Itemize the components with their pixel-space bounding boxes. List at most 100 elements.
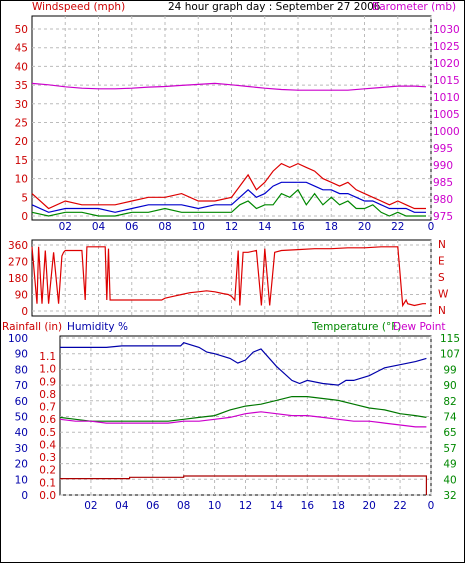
rainfall-y-tick-label: 0.7	[39, 402, 56, 414]
humidity-y-tick-label: 20	[15, 459, 28, 471]
barometer-y-tick-label: 1025	[433, 41, 460, 53]
wind-y-tick-label: 15	[15, 155, 28, 167]
direction-y-tick-label: 270	[8, 257, 28, 269]
wind-x-tick-label: 06	[125, 221, 139, 233]
dewpoint-axis-title: Dew Point	[393, 321, 446, 333]
temperature-y-tick-label: 99	[443, 364, 456, 376]
dewpoint-line	[59, 411, 427, 428]
rainfall-y-tick-label: 0.5	[39, 427, 56, 439]
climate-x-tick-label: 14	[270, 500, 284, 512]
climate-x-tick-label: 0	[428, 500, 435, 512]
wind-gust-line	[31, 162, 426, 210]
humidity-y-tick-label: 60	[15, 396, 28, 408]
direction-y-tick-label: 180	[8, 273, 28, 285]
humidity-y-axis: 0 10 20 30 40 50 60 70 80 90 100	[8, 333, 28, 502]
climate-x-axis: 02 04 06 08 10 12 14 16 18 20 22 0	[84, 500, 434, 512]
humidity-y-tick-label: 80	[15, 364, 28, 376]
barometer-y-tick-label: 985	[433, 177, 453, 189]
climate-x-tick-label: 10	[208, 500, 221, 512]
wind-series	[31, 82, 427, 217]
wind-y-tick-label: 5	[21, 192, 28, 204]
direction-series	[31, 246, 426, 308]
compass-tick-label: W	[438, 289, 449, 301]
wind-y-tick-label: 0	[21, 211, 28, 223]
humidity-y-tick-label: 50	[15, 412, 28, 424]
windspeed-axis-title: Windspeed (mph)	[32, 1, 125, 13]
wind-x-tick-label: 02	[59, 221, 72, 233]
climate-grid	[60, 336, 432, 496]
temperature-y-tick-label: 32	[443, 490, 456, 502]
barometer-y-tick-label: 1000	[433, 126, 460, 138]
rainfall-y-tick-label: 0.8	[39, 389, 56, 401]
climate-x-tick-label: 08	[177, 500, 190, 512]
barometer-y-tick-label: 995	[433, 143, 453, 155]
wind-x-tick-label: 16	[291, 221, 305, 233]
climate-x-tick-label: 18	[332, 500, 345, 512]
climate-series	[59, 342, 427, 495]
temperature-y-tick-label: 40	[443, 474, 456, 486]
wind-grid	[32, 16, 432, 220]
barometer-line	[31, 82, 427, 91]
temperature-y-tick-label: 74	[443, 412, 457, 424]
barometer-y-tick-label: 1015	[433, 75, 460, 87]
wind-x-tick-label: 14	[258, 221, 272, 233]
temperature-y-tick-label: 115	[440, 333, 460, 345]
humidity-y-tick-label: 30	[15, 443, 28, 455]
direction-grid	[32, 240, 432, 316]
wind-x-tick-label: 0	[428, 221, 435, 233]
wind-y-tick-label: 30	[15, 99, 28, 111]
wind-x-axis: 02 04 06 08 10 12 14 16 18 20 22 0	[59, 221, 435, 233]
temperature-y-tick-label: 65	[443, 427, 456, 439]
climate-x-tick-label: 06	[146, 500, 160, 512]
climate-x-tick-label: 04	[115, 500, 129, 512]
humidity-y-tick-label: 90	[15, 349, 28, 361]
temperature-axis-title: Temperature (°F)	[311, 321, 401, 333]
humidity-y-tick-label: 10	[15, 474, 28, 486]
barometer-y-tick-label: 980	[433, 194, 453, 206]
rainfall-y-tick-label: 0.9	[39, 376, 56, 388]
barometer-axis-title: Barometer (mb)	[372, 1, 456, 13]
compass-tick-label: N	[438, 305, 446, 317]
direction-y-tick-label: 0	[21, 306, 28, 318]
rainfall-y-tick-label: 0.0	[39, 490, 56, 502]
temperature-y-axis: 32 40 49 57 65 74 82 90 99 107 115	[440, 333, 460, 502]
rainfall-y-tick-label: 0.6	[39, 414, 56, 426]
barometer-y-axis: 975 980 985 990 995 1000 1005 1010 1015 1020 1025 1…	[433, 24, 460, 223]
wind-x-tick-label: 12	[225, 221, 238, 233]
compass-tick-label: S	[438, 272, 445, 284]
rainfall-y-tick-label: 0.2	[39, 465, 56, 477]
compass-tick-label: E	[438, 256, 445, 268]
barometer-y-tick-label: 1010	[433, 92, 460, 104]
wind-y-tick-label: 50	[15, 24, 28, 36]
wind-x-tick-label: 22	[391, 221, 404, 233]
barometer-y-tick-label: 990	[433, 160, 453, 172]
wind-y-tick-label: 45	[15, 43, 28, 55]
humidity-axis-title: Humidity %	[67, 321, 128, 333]
rainfall-axis-title: Rainfall (in)	[2, 321, 62, 333]
wind-direction-line	[31, 246, 426, 308]
temperature-line	[59, 396, 427, 422]
temperature-y-tick-label: 90	[443, 380, 456, 392]
wind-y-tick-label: 25	[15, 118, 28, 130]
wind-low-line	[31, 188, 426, 217]
wind-x-tick-label: 04	[92, 221, 106, 233]
wind-x-tick-label: 18	[325, 221, 338, 233]
climate-x-tick-label: 12	[239, 500, 252, 512]
rainfall-line	[60, 475, 427, 495]
direction-y-tick-label: 90	[15, 290, 28, 302]
climate-x-tick-label: 16	[301, 500, 315, 512]
direction-y-tick-label: 360	[8, 240, 28, 252]
barometer-y-tick-label: 1005	[433, 109, 460, 121]
wind-y-tick-label: 10	[15, 174, 28, 186]
humidity-y-tick-label: 40	[15, 427, 28, 439]
barometer-y-tick-label: 1020	[433, 58, 460, 70]
humidity-y-tick-label: 100	[8, 333, 28, 345]
rainfall-y-tick-label: 1.0	[39, 364, 56, 376]
wind-x-tick-label: 20	[358, 221, 371, 233]
humidity-y-tick-label: 70	[15, 380, 28, 392]
wind-average-line	[31, 181, 426, 213]
rainfall-y-tick-label: 0.4	[39, 439, 56, 451]
temperature-y-tick-label: 82	[443, 396, 456, 408]
